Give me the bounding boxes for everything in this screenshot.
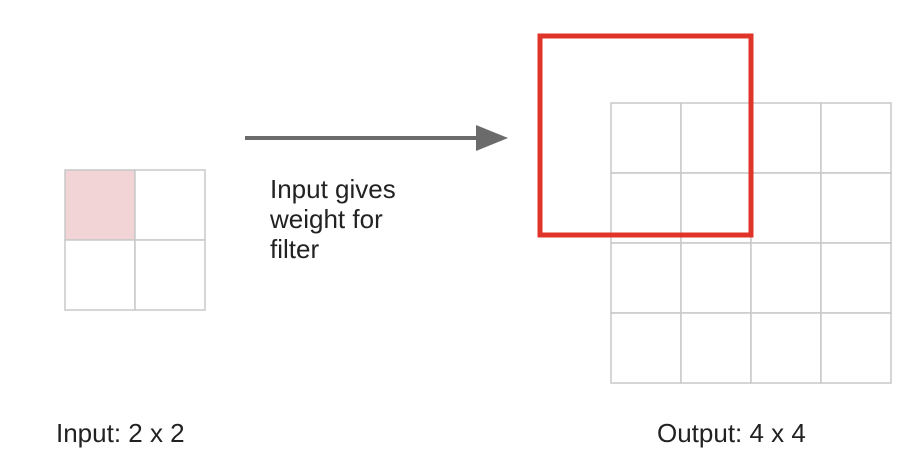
filter-window-highlight [537, 33, 754, 238]
arrow-caption: Input gives weight for filter [270, 174, 396, 264]
output-cell-0-1 [680, 102, 752, 174]
output-cell-3-2 [750, 312, 822, 384]
input-cell-0-0-highlighted [64, 169, 136, 241]
caption-line-3: filter [270, 234, 320, 264]
output-cell-2-3 [820, 242, 892, 314]
output-label: Output: 4 x 4 [657, 418, 806, 448]
caption-line-2: weight for [270, 204, 383, 234]
output-cell-2-0 [610, 242, 682, 314]
input-cell-1-0 [64, 239, 136, 311]
output-cell-3-3 [820, 312, 892, 384]
input-grid [64, 169, 206, 311]
output-cell-3-0 [610, 312, 682, 384]
caption-line-1: Input gives [270, 174, 396, 204]
output-cell-3-1 [680, 312, 752, 384]
output-grid [610, 102, 892, 384]
arrow-head [476, 125, 508, 151]
output-cell-1-3 [820, 172, 892, 244]
output-cell-0-0 [610, 102, 682, 174]
output-cell-1-1 [680, 172, 752, 244]
output-cell-0-2 [750, 102, 822, 174]
input-cell-1-1 [134, 239, 206, 311]
output-cell-2-1 [680, 242, 752, 314]
output-cell-2-2 [750, 242, 822, 314]
input-label: Input: 2 x 2 [56, 418, 185, 448]
output-cell-1-2 [750, 172, 822, 244]
arrow [245, 125, 508, 151]
output-cell-0-3 [820, 102, 892, 174]
input-cell-0-1 [134, 169, 206, 241]
